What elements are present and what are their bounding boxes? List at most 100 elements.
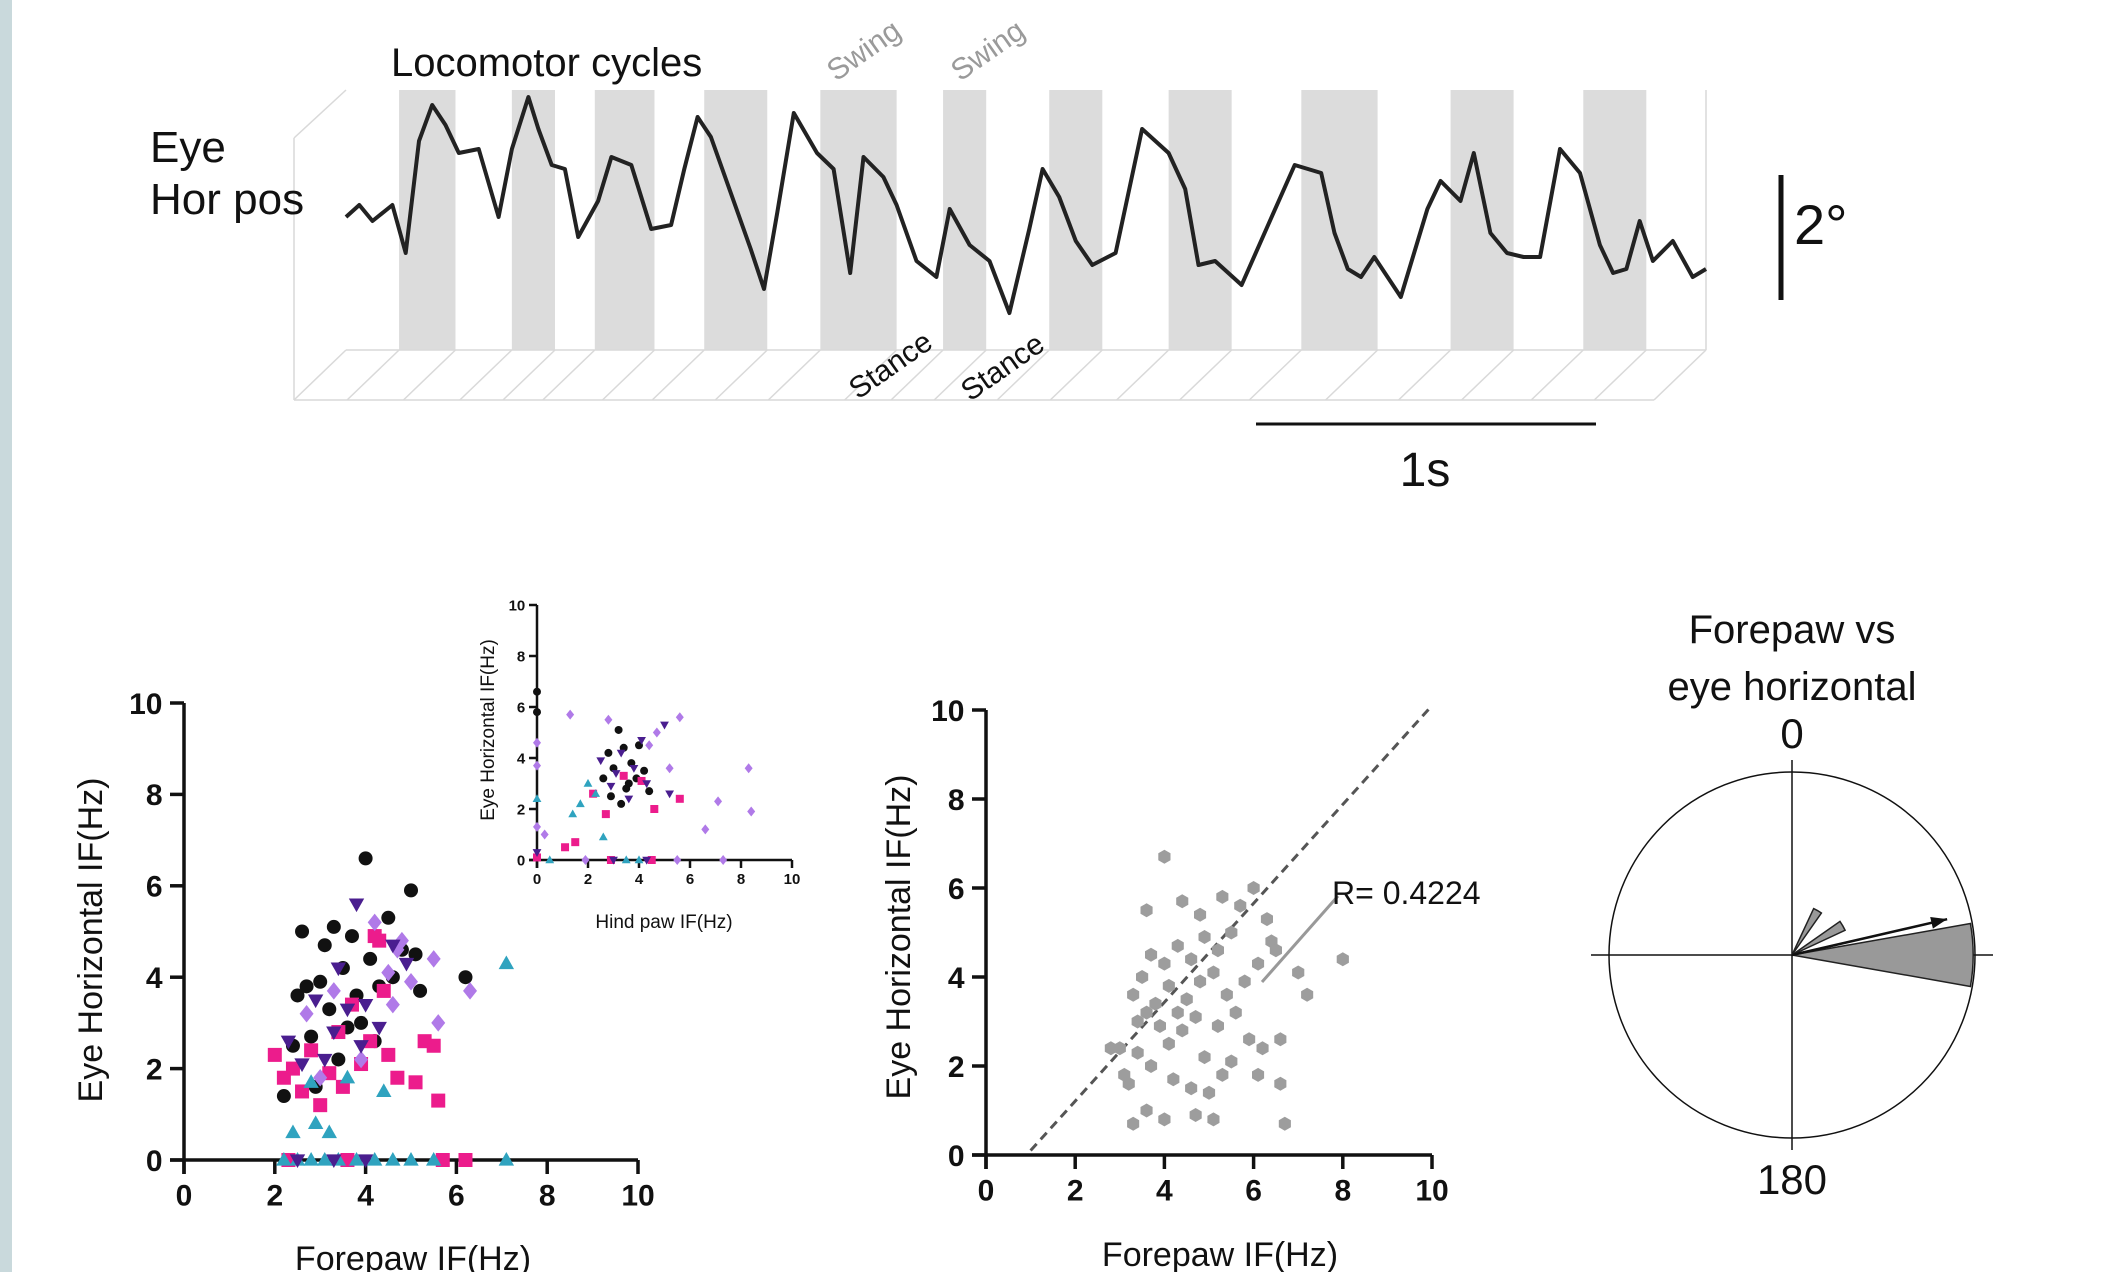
data-point	[581, 855, 590, 865]
data-point	[604, 714, 613, 725]
data-point	[642, 856, 652, 865]
swing-band	[594, 90, 655, 350]
data-point	[344, 929, 359, 944]
data-point	[1185, 952, 1198, 967]
hindpaw-inset-axes: 0 2 4 6 8 10 0 2 4 6 8 10	[509, 597, 801, 887]
floor-diagonal	[1593, 349, 1647, 401]
data-point	[1180, 992, 1193, 1007]
mean-vector-arrowhead	[1930, 916, 1948, 929]
y-tick-label: 4	[948, 962, 965, 995]
y-tick-label: 0	[948, 1140, 965, 1173]
y-tick-label: 0	[517, 852, 525, 869]
floor-diagonal	[767, 349, 821, 401]
data-point	[313, 1098, 328, 1113]
data-point	[1162, 978, 1175, 993]
data-point	[303, 1151, 319, 1166]
rose-body	[1591, 760, 1993, 1150]
x-tick-label: 0	[978, 1175, 995, 1208]
data-point	[1211, 943, 1224, 958]
x-tick-label: 4	[635, 871, 644, 888]
floor-diagonal	[933, 349, 987, 401]
data-point	[701, 824, 710, 835]
data-point	[533, 821, 541, 832]
data-point	[376, 1083, 392, 1098]
time-scale-label: 1s	[1400, 444, 1451, 497]
data-point	[1127, 987, 1140, 1002]
data-point	[1176, 1023, 1189, 1038]
floor-diagonal	[996, 349, 1050, 401]
data-point	[1153, 1019, 1166, 1033]
data-point	[371, 1021, 387, 1036]
x-tick-label: 0	[533, 871, 541, 888]
perspective-edge	[293, 349, 347, 401]
data-point	[303, 1074, 319, 1088]
y-tick-label: 4	[517, 750, 526, 767]
identity-line	[1029, 704, 1434, 1152]
data-point	[326, 919, 341, 934]
floor-diagonal	[844, 349, 898, 401]
data-point	[1189, 1010, 1202, 1024]
floor-diagonal	[890, 349, 944, 401]
floor-diagonal	[542, 349, 596, 401]
data-point	[1274, 1076, 1287, 1091]
data-point	[675, 712, 684, 723]
data-point	[276, 1151, 292, 1166]
data-point	[299, 1005, 314, 1023]
data-point	[335, 1079, 350, 1094]
data-point	[322, 1002, 337, 1017]
data-point	[629, 765, 639, 773]
x-tick-label: 4	[1156, 1175, 1173, 1208]
data-point	[532, 794, 542, 802]
data-point	[1336, 952, 1349, 967]
data-point	[1140, 903, 1153, 918]
data-point	[533, 737, 541, 748]
x-tick-label: 0	[176, 1180, 193, 1213]
forepaw-scatter-ylabel: Eye Horizontal IF(Hz)	[72, 778, 110, 1103]
data-point	[744, 763, 753, 774]
x-tick-label: 2	[1067, 1175, 1084, 1208]
data-point	[1167, 1072, 1180, 1087]
data-point	[299, 979, 314, 994]
data-point	[645, 787, 654, 796]
data-point	[1216, 889, 1229, 904]
pooled-scatter-xlabel: Forepaw IF(Hz)	[1102, 1236, 1338, 1272]
swing-band	[1168, 90, 1232, 350]
data-point	[1171, 1005, 1184, 1020]
data-point	[385, 939, 401, 954]
data-point	[1252, 956, 1265, 971]
data-point	[321, 1124, 337, 1139]
data-point	[339, 1069, 356, 1084]
data-point	[307, 1115, 324, 1130]
data-point	[1220, 987, 1233, 1002]
x-tick-label: 6	[448, 1180, 465, 1213]
floor-diagonal	[502, 349, 556, 401]
x-tick-label: 10	[1415, 1175, 1448, 1208]
floor-diagonal	[346, 349, 400, 401]
data-point	[381, 963, 396, 982]
data-point	[1229, 1005, 1242, 1020]
data-point	[426, 1038, 441, 1053]
data-point	[599, 774, 608, 783]
data-point	[289, 1154, 306, 1169]
data-point	[1292, 965, 1305, 980]
data-point	[1207, 1112, 1220, 1127]
pooled-scatter-axes: 0 2 4 6 8 10 0 2 4 6 8 10	[931, 695, 1449, 1208]
data-point	[596, 757, 606, 766]
data-point	[1247, 881, 1260, 895]
data-point	[533, 708, 541, 717]
data-point	[1171, 938, 1184, 953]
data-point	[624, 779, 633, 788]
data-point	[285, 1124, 301, 1139]
data-point	[1176, 894, 1189, 909]
data-point	[366, 1151, 383, 1166]
data-point	[458, 1153, 473, 1167]
data-point	[1216, 1067, 1229, 1082]
data-point	[532, 849, 542, 857]
data-point	[673, 855, 682, 865]
pooled-scatter-ylabel: Eye Horizontal IF(Hz)	[880, 775, 918, 1100]
data-point	[348, 1151, 365, 1166]
forepaw-scatter-points	[267, 851, 515, 1169]
locomotor-trace-panel: Locomotor cycles Eye Hor pos Swing Swing…	[150, 14, 1848, 497]
swing-band	[1301, 90, 1378, 350]
